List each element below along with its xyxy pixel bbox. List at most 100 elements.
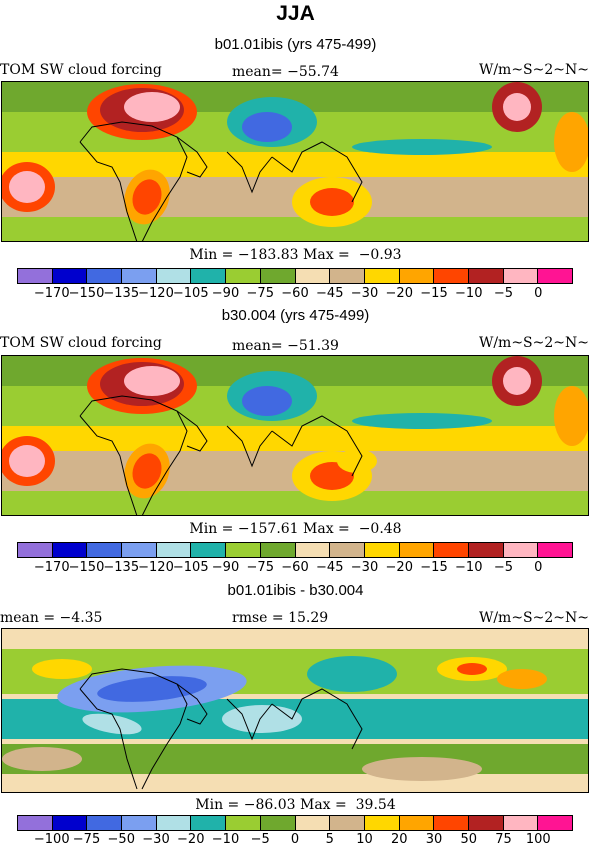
- colorbar-labels: −170 −150 −135 −120 −105 −90 −75 −60 −45 −30 −20 −1…: [17, 560, 573, 576]
- units-label: W/m~S~2~N~: [478, 610, 589, 626]
- colorbar-swatch: [399, 269, 435, 283]
- colorbar-tick-label: −15: [420, 286, 448, 301]
- colorbar-tick-label: −30: [142, 832, 170, 847]
- contour-map: [1, 81, 589, 242]
- colorbar-tick-label: −75: [246, 286, 274, 301]
- rmse-label: rmse = 15.29: [232, 610, 329, 626]
- colorbar-tick-label: 10: [356, 832, 373, 847]
- colorbar-swatch: [191, 269, 227, 283]
- colorbar-tick-label: −10: [455, 560, 483, 575]
- colorbar-tick-label: −90: [211, 286, 240, 301]
- colorbar-tick-label: −150: [68, 286, 105, 301]
- colorbar-swatch: [295, 816, 331, 830]
- colorbar-tick-label: −45: [316, 286, 344, 301]
- colorbar-tick-label: 30: [425, 832, 443, 847]
- min-max-label: Min = −183.83 Max = −0.93: [189, 247, 402, 263]
- colorbar-tick-label: −10: [211, 832, 240, 847]
- colorbar-swatch: [122, 816, 157, 830]
- colorbar-tick-label: −5: [493, 286, 514, 301]
- contour-map-svg: [2, 356, 588, 515]
- panel-title: b01.01ibis - b30.004: [227, 582, 364, 599]
- colorbar-tick-label: −5: [493, 560, 514, 575]
- colorbar-swatch: [399, 543, 435, 557]
- colorbar-tick-label: −5: [250, 832, 270, 847]
- colorbar-swatch: [18, 816, 53, 830]
- colorbar-swatch: [122, 269, 157, 283]
- colorbar-tick-label: 0: [534, 560, 543, 575]
- colorbar-swatch: [87, 816, 123, 830]
- colorbar-tick-label: 0: [534, 286, 543, 301]
- min-max-label: Min = −157.61 Max = −0.48: [189, 521, 402, 537]
- colorbar-tick-label: 0: [290, 832, 300, 847]
- colorbar-swatch: [330, 543, 365, 557]
- colorbar-swatch: [399, 816, 435, 830]
- colorbar-tick-label: −135: [103, 286, 140, 301]
- colorbar-swatch: [260, 543, 296, 557]
- colorbar-swatch: [52, 816, 88, 830]
- min-max-label: Min = −86.03 Max = 39.54: [195, 797, 396, 813]
- colorbar-tick-label: −60: [281, 560, 309, 575]
- colorbar-tick-label: 75: [495, 832, 512, 847]
- colorbar: [17, 815, 573, 831]
- colorbar-labels: −100 −75 −50 −30 −20 −10 −5 0 5 10 20 30 50 75 100: [17, 832, 573, 848]
- colorbar-swatch: [364, 543, 400, 557]
- colorbar-tick-label: −100: [33, 832, 70, 847]
- colorbar-swatch: [260, 816, 296, 830]
- colorbar-tick-label: −105: [172, 560, 209, 575]
- colorbar-swatch: [18, 543, 53, 557]
- mean-label: mean= −55.74: [232, 64, 339, 80]
- colorbar-swatch: [156, 269, 192, 283]
- colorbar-swatch: [260, 269, 296, 283]
- colorbar-tick-label: −75: [72, 832, 101, 847]
- colorbar-swatch: [191, 543, 227, 557]
- variable-label: TOM SW cloud forcing: [0, 62, 162, 78]
- contour-map: [1, 355, 589, 516]
- colorbar-swatch: [122, 543, 157, 557]
- colorbar-tick-label: −170: [33, 560, 70, 575]
- colorbar-swatch: [52, 543, 88, 557]
- colorbar-swatch: [434, 269, 469, 283]
- colorbar-tick-label: −10: [455, 286, 483, 301]
- colorbar-swatch: [434, 816, 469, 830]
- colorbar-tick-label: −30: [350, 560, 379, 575]
- colorbar-tick-label: 20: [390, 832, 408, 847]
- colorbar-swatch: [18, 269, 53, 283]
- contour-map: [1, 628, 589, 793]
- mean-label: mean = −4.35: [0, 610, 103, 626]
- contour-map-svg: [2, 629, 588, 792]
- colorbar-swatch: [226, 816, 261, 830]
- colorbar-swatch: [295, 543, 331, 557]
- colorbar-swatch: [538, 816, 572, 830]
- colorbar-tick-label: −105: [172, 286, 209, 301]
- colorbar-tick-label: −30: [350, 286, 379, 301]
- colorbar-swatch: [87, 269, 123, 283]
- colorbar: [17, 542, 573, 558]
- colorbar-swatch: [364, 269, 400, 283]
- colorbar-swatch: [364, 816, 400, 830]
- mean-label: mean= −51.39: [232, 338, 339, 354]
- colorbar-swatch: [503, 543, 539, 557]
- colorbar-swatch: [538, 269, 572, 283]
- colorbar-tick-label: −20: [385, 560, 413, 575]
- colorbar-swatch: [226, 543, 261, 557]
- colorbar-swatch: [434, 543, 469, 557]
- colorbar-swatch: [191, 816, 227, 830]
- colorbar-swatch: [538, 543, 572, 557]
- colorbar-tick-label: −20: [177, 832, 205, 847]
- colorbar-tick-label: −15: [420, 560, 448, 575]
- colorbar-tick-label: −60: [281, 286, 309, 301]
- colorbar-tick-label: 50: [460, 832, 478, 847]
- panel-title: b30.004 (yrs 475-499): [221, 307, 370, 324]
- colorbar-swatch: [52, 269, 88, 283]
- colorbar-swatch: [330, 269, 365, 283]
- colorbar-tick-label: −135: [103, 560, 140, 575]
- colorbar-swatch: [330, 816, 365, 830]
- colorbar-tick-label: 5: [325, 832, 334, 847]
- colorbar-swatch: [503, 269, 539, 283]
- variable-label: TOM SW cloud forcing: [0, 335, 162, 351]
- colorbar-swatch: [226, 269, 261, 283]
- colorbar-swatch: [503, 816, 539, 830]
- colorbar-tick-label: −90: [211, 560, 240, 575]
- colorbar-swatch: [87, 543, 123, 557]
- colorbar-tick-label: −20: [385, 286, 413, 301]
